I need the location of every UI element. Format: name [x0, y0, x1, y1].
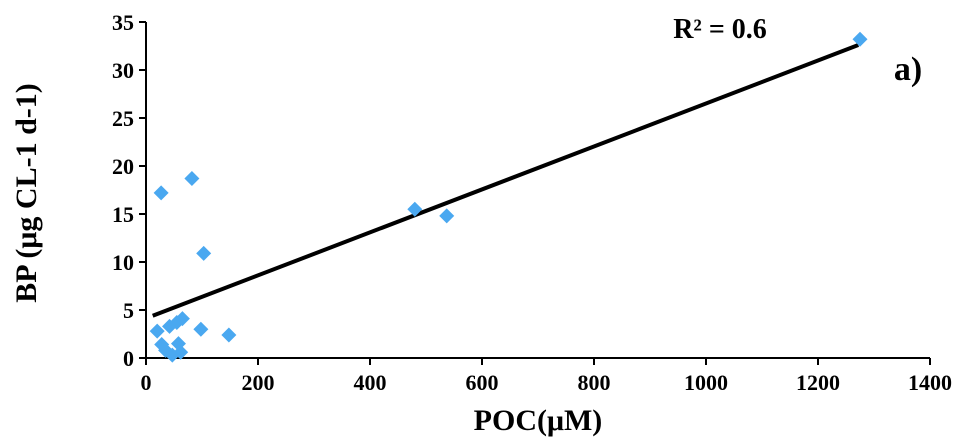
y-tick-label: 10	[112, 250, 134, 275]
trendline-group	[152, 43, 860, 318]
data-point	[149, 323, 165, 339]
x-tick-label: 600	[466, 370, 499, 395]
data-points	[149, 31, 868, 363]
data-point	[193, 321, 209, 337]
data-point	[852, 31, 868, 47]
y-tick-label: 25	[112, 106, 134, 131]
y-tick-label: 15	[112, 202, 134, 227]
y-tick-label: 35	[112, 10, 134, 35]
data-point	[196, 245, 212, 261]
data-point	[407, 201, 423, 217]
data-point	[221, 327, 237, 343]
x-axis-title: POC(μM)	[474, 404, 603, 437]
data-point	[184, 170, 200, 186]
y-tick-label: 0	[123, 346, 134, 371]
data-point	[174, 311, 190, 327]
y-tick-label: 20	[112, 154, 134, 179]
y-tick-label: 5	[123, 298, 134, 323]
x-tick-label: 1200	[796, 370, 840, 395]
x-tick-label: 1000	[684, 370, 728, 395]
y-axis-title: BP (μg CL-1 d-1)	[10, 83, 43, 303]
data-point	[439, 208, 455, 224]
ticks: 0 5 10 15 20 25 30 35 0 200 400 600 800 1000 1200 1400	[112, 10, 952, 395]
x-tick-label: 400	[354, 370, 387, 395]
panel-label: a)	[894, 51, 922, 88]
axes	[145, 22, 930, 359]
trendline	[152, 43, 860, 318]
data-point	[153, 185, 169, 201]
data-point	[173, 344, 189, 360]
x-tick-label: 0	[141, 370, 152, 395]
r-squared-annotation: R² = 0.6	[673, 14, 767, 45]
x-tick-label: 200	[242, 370, 275, 395]
y-tick-label: 30	[112, 58, 134, 83]
x-tick-label: 1400	[908, 370, 952, 395]
x-tick-label: 800	[578, 370, 611, 395]
